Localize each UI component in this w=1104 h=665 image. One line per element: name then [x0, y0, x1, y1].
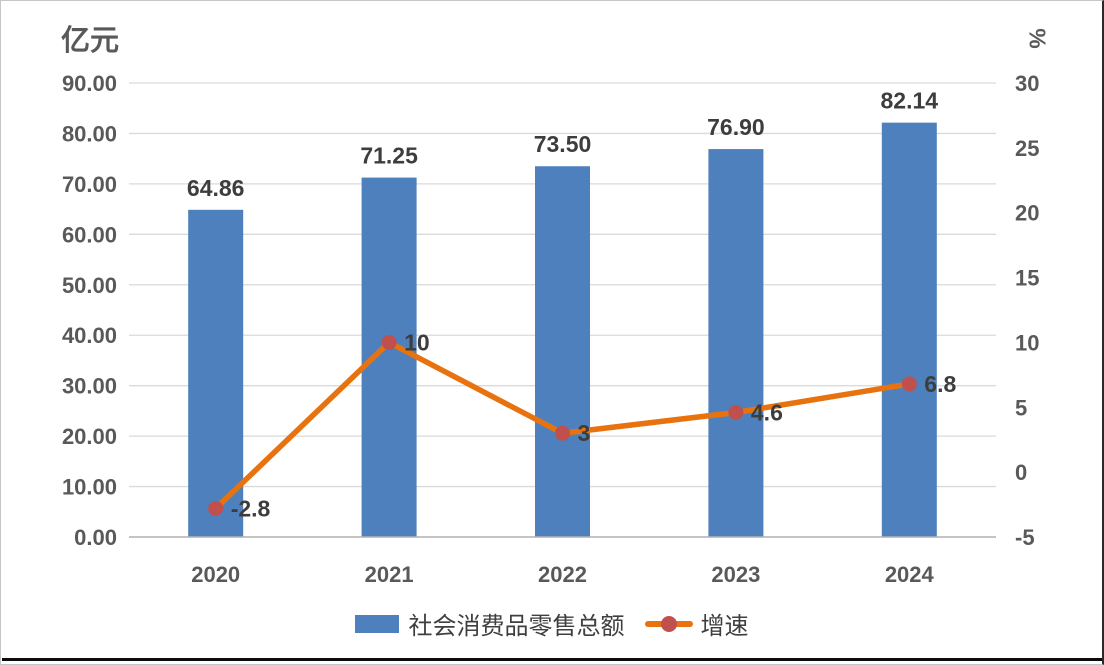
line-marker [901, 376, 917, 392]
primary-axis-tick-label: 90.00 [62, 71, 117, 96]
category-label: 2021 [365, 562, 414, 587]
bar-series-label: 社会消费品零售总额 [408, 613, 625, 640]
legend-item-bar-series: 社会消费品零售总额 [354, 606, 625, 641]
chart-plot-area: 90.0080.0070.0060.0050.0040.0030.0020.00… [62, 71, 1040, 587]
line-value-label: 4.6 [751, 399, 783, 425]
primary-axis-tick-label: 50.00 [62, 273, 117, 298]
line-value-label: 3 [578, 420, 591, 446]
legend-item-line-series: 增速 [631, 606, 749, 641]
secondary-axis-tick-label: 25 [1015, 136, 1039, 161]
bar-value-label: 76.90 [707, 114, 765, 140]
primary-axis-tick-label: 40.00 [62, 323, 117, 348]
bar-value-label: 64.86 [187, 175, 245, 201]
category-label: 2022 [538, 562, 587, 587]
category-label: 2024 [885, 562, 935, 587]
primary-axis-tick-label: 30.00 [62, 374, 117, 399]
category-label: 2020 [191, 562, 240, 587]
bar-2024 [881, 122, 937, 538]
primary-axis-title: 亿元 [61, 25, 120, 57]
secondary-axis-tick-label: 30 [1015, 71, 1039, 96]
bar-2023 [708, 149, 764, 538]
primary-axis-tick-label: 10.00 [62, 475, 117, 500]
primary-axis-tick-label: 20.00 [62, 424, 117, 449]
line-value-label: 6.8 [924, 371, 956, 397]
bar-2020 [188, 209, 244, 538]
primary-axis-tick-label: 80.00 [62, 121, 117, 146]
secondary-axis-tick-label: 5 [1015, 395, 1027, 420]
line-series-label: 增速 [700, 613, 749, 640]
bar-value-label: 82.14 [881, 88, 939, 114]
line-marker [381, 334, 397, 350]
line-series-line [644, 615, 693, 632]
secondary-axis-tick-label: 10 [1015, 330, 1039, 355]
secondary-axis-tick-label: -5 [1015, 525, 1035, 550]
bar-series-swatch [354, 614, 399, 633]
window-bottom-edge [2, 658, 1102, 661]
line-value-label: -2.8 [231, 495, 271, 521]
bar-2022 [535, 166, 590, 537]
primary-axis-tick-label: 60.00 [62, 222, 117, 247]
secondary-axis-tick-label: 20 [1015, 201, 1039, 226]
primary-axis-tick-label: 0.00 [74, 525, 117, 550]
line-marker [728, 404, 744, 420]
line-marker [555, 425, 570, 441]
line-value-label: 10 [404, 329, 430, 355]
bar-value-label: 71.25 [360, 143, 418, 169]
line-series-dot [660, 615, 677, 632]
primary-axis-tick-label: 70.00 [62, 172, 117, 197]
secondary-axis-tick-label: 15 [1015, 266, 1039, 291]
category-label: 2023 [711, 562, 760, 587]
chart-legend: 社会消费品零售总额 增速 [1, 606, 1102, 641]
secondary-axis-tick-label: 0 [1015, 460, 1027, 485]
line-marker [208, 500, 224, 516]
bar-value-label: 73.50 [534, 131, 592, 157]
